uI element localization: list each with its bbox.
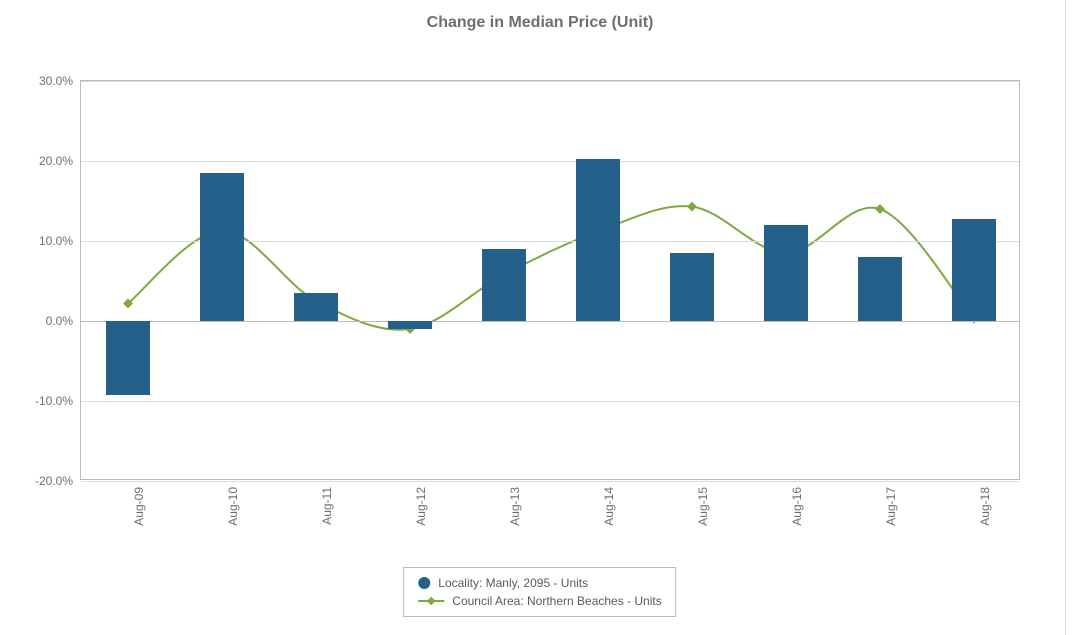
- gridline: [81, 321, 1019, 322]
- bar: [764, 225, 808, 321]
- legend: Locality: Manly, 2095 - Units Council Ar…: [403, 567, 676, 617]
- line-series-path: [128, 206, 974, 330]
- gridline: [81, 81, 1019, 82]
- gridline: [81, 161, 1019, 162]
- bar: [388, 321, 432, 329]
- y-tick-label: -10.0%: [35, 394, 81, 408]
- chart-title: Change in Median Price (Unit): [0, 14, 1080, 32]
- bar: [858, 257, 902, 321]
- y-tick-label: 10.0%: [39, 234, 81, 248]
- x-tick-label: Aug-10: [222, 479, 240, 526]
- x-tick-label: Aug-09: [128, 479, 146, 526]
- x-tick-label: Aug-13: [504, 479, 522, 526]
- bar: [106, 321, 150, 395]
- x-tick-label: Aug-12: [410, 479, 428, 526]
- legend-swatch-bar: [418, 577, 430, 589]
- y-tick-label: -20.0%: [35, 474, 81, 488]
- gridline: [81, 401, 1019, 402]
- legend-item-bar: Locality: Manly, 2095 - Units: [418, 574, 661, 592]
- y-tick-label: 30.0%: [39, 74, 81, 88]
- line-marker: [688, 202, 696, 210]
- legend-label-line: Council Area: Northern Beaches - Units: [452, 592, 661, 610]
- bar: [294, 293, 338, 321]
- bar: [952, 219, 996, 321]
- bar: [200, 173, 244, 321]
- y-tick-label: 0.0%: [46, 314, 81, 328]
- x-tick-label: Aug-17: [880, 479, 898, 526]
- bar: [482, 249, 526, 321]
- y-tick-label: 20.0%: [39, 154, 81, 168]
- x-tick-label: Aug-18: [974, 479, 992, 526]
- plot-area: -20.0%-10.0%0.0%10.0%20.0%30.0%Aug-09Aug…: [80, 80, 1020, 480]
- x-tick-label: Aug-11: [316, 479, 334, 525]
- page-right-border: [1065, 0, 1066, 635]
- chart-container: Change in Median Price (Unit) -20.0%-10.…: [0, 0, 1080, 635]
- legend-item-line: Council Area: Northern Beaches - Units: [418, 592, 661, 610]
- legend-swatch-line: [418, 595, 444, 607]
- legend-label-bar: Locality: Manly, 2095 - Units: [438, 574, 588, 592]
- line-marker: [876, 205, 884, 213]
- x-tick-label: Aug-14: [598, 479, 616, 526]
- x-tick-label: Aug-16: [786, 479, 804, 526]
- x-tick-label: Aug-15: [692, 479, 710, 526]
- bar: [670, 253, 714, 321]
- bar: [576, 159, 620, 321]
